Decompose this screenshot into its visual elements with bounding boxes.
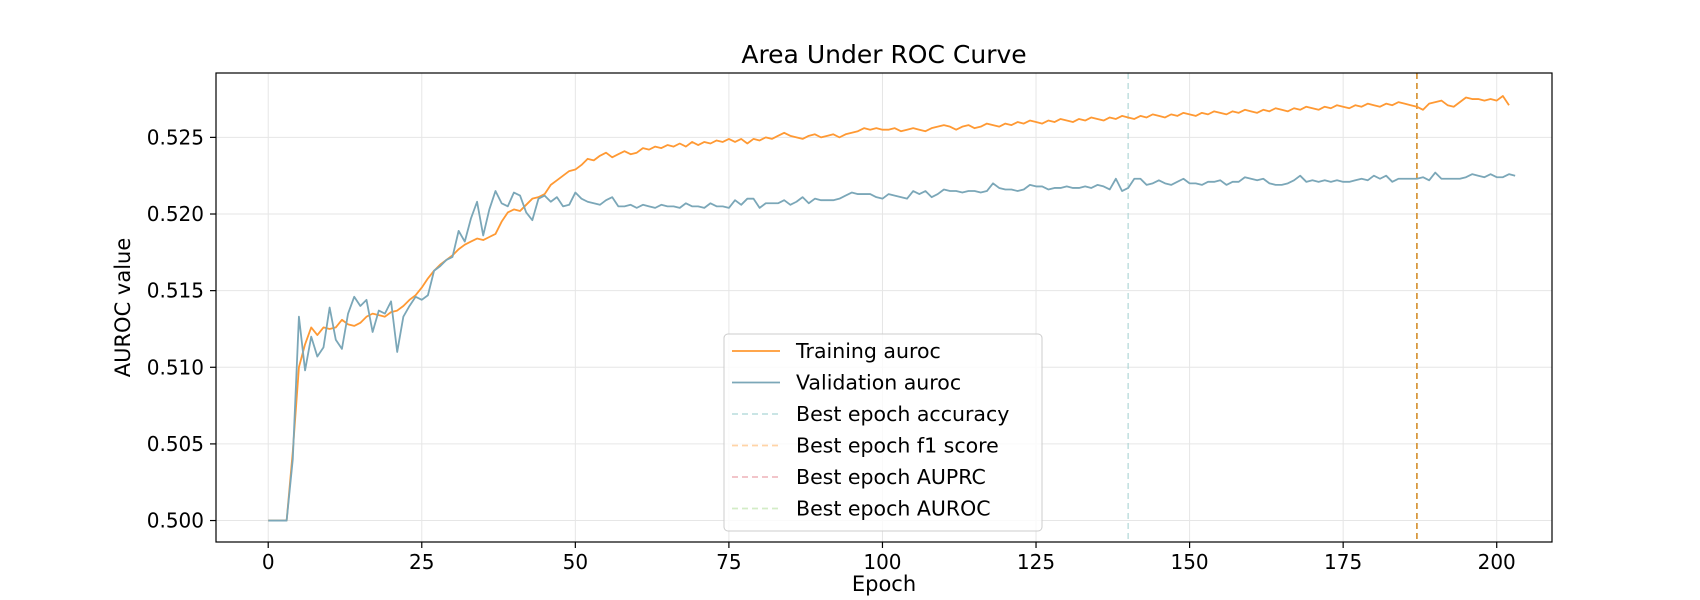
x-tick-label: 50	[563, 550, 588, 574]
grid-lines	[216, 73, 1552, 542]
legend-label-best-epoch-f1-score: Best epoch f1 score	[796, 434, 999, 458]
x-tick-label: 125	[1017, 550, 1055, 574]
x-tick-label: 75	[716, 550, 741, 574]
x-tick-label: 150	[1170, 550, 1208, 574]
x-tick-label: 0	[262, 550, 275, 574]
y-tick-label: 0.510	[147, 355, 204, 379]
y-tick-label: 0.515	[147, 279, 204, 303]
legend-label-best-epoch-auprc: Best epoch AUPRC	[796, 465, 986, 489]
x-tick-label: 100	[863, 550, 901, 574]
plot-frame	[215, 72, 1553, 543]
x-axis-label: Epoch	[852, 572, 916, 596]
legend-label-validation-auroc: Validation auroc	[796, 371, 961, 395]
y-tick-label: 0.525	[147, 125, 204, 149]
y-tick-label: 0.500	[147, 509, 204, 533]
series-line-validation-auroc	[268, 171, 1516, 522]
legend: Training auroc Validation auroc Best epoch…	[723, 333, 1043, 532]
series-lines	[268, 95, 1516, 522]
series-line-training-auroc	[268, 95, 1510, 522]
x-tick-label: 25	[409, 550, 434, 574]
y-tick-label: 0.520	[147, 202, 204, 226]
x-tick-label: 175	[1324, 550, 1362, 574]
x-tick-label: 200	[1478, 550, 1516, 574]
legend-box	[723, 333, 1043, 532]
chart-title: Area Under ROC Curve	[741, 40, 1026, 69]
best-epoch-lines	[1127, 73, 1418, 542]
legend-label-best-epoch-auroc: Best epoch AUROC	[796, 497, 991, 521]
legend-label-training-auroc: Training auroc	[795, 339, 941, 363]
y-tick-label: 0.505	[147, 432, 204, 456]
axis-ticks: 0 25 50 75 100 125 150 175 200 0.500 0.505 0.510 0.5…	[147, 125, 1516, 574]
legend-label-best-epoch-accuracy: Best epoch accuracy	[796, 402, 1009, 426]
y-axis-label: AUROC value	[111, 238, 135, 378]
